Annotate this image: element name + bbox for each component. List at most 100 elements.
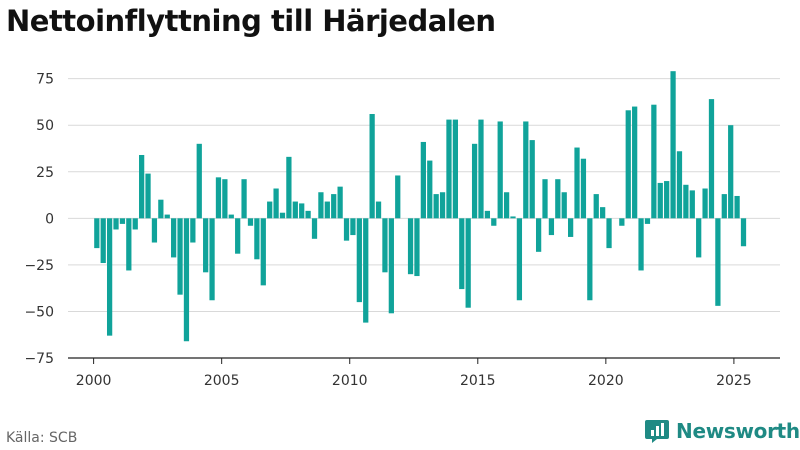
- bar: [100, 218, 106, 264]
- brand-logo: Newsworthy: [644, 418, 800, 444]
- bar: [478, 119, 484, 219]
- y-tick-label: −25: [24, 258, 54, 274]
- bar: [555, 179, 561, 219]
- chart-title: Nettoinflyttning till Härjedalen: [6, 4, 496, 38]
- bar: [561, 192, 567, 219]
- bar: [286, 156, 292, 219]
- bar: [734, 195, 740, 219]
- bar: [465, 218, 471, 308]
- bar: [484, 210, 491, 219]
- bar: [651, 104, 657, 219]
- bar: [689, 190, 695, 219]
- x-axis: [68, 357, 780, 364]
- x-tick-label: 2015: [460, 373, 496, 389]
- x-tick-label: 2020: [588, 373, 624, 389]
- bar: [279, 212, 286, 219]
- bar: [183, 218, 190, 342]
- bar: [676, 151, 683, 219]
- bar: [305, 210, 311, 219]
- bar: [529, 140, 535, 219]
- y-axis-tick-labels: −75 −50 −25 0 25 50 75: [24, 72, 54, 367]
- bar: [113, 218, 119, 230]
- bar: [683, 184, 689, 219]
- bar: [132, 218, 138, 230]
- bar: [497, 121, 503, 219]
- bar: [94, 218, 100, 249]
- bar: [151, 218, 158, 243]
- bar: [606, 218, 612, 249]
- bar: [260, 218, 266, 286]
- brand-name: Newsworthy: [676, 419, 800, 443]
- bar: [196, 143, 202, 219]
- bar: [119, 218, 126, 224]
- bar: [459, 218, 465, 290]
- bar: [145, 173, 151, 219]
- bar: [568, 218, 574, 237]
- bar: [388, 218, 394, 314]
- bar: [331, 194, 337, 219]
- bar: [471, 143, 478, 219]
- bar: [343, 218, 350, 241]
- bar: [203, 218, 209, 273]
- y-tick-label: −50: [24, 304, 54, 320]
- source-note: Källa: SCB: [6, 430, 78, 446]
- bar: [318, 192, 324, 219]
- bar: [164, 214, 170, 219]
- bar: [670, 71, 676, 219]
- y-tick-label: 0: [45, 211, 54, 227]
- bar: [363, 218, 369, 323]
- bar: [369, 114, 375, 219]
- bar: [420, 141, 426, 219]
- x-axis-tick-labels: 2000 2005 2010 2015 2020 2025: [76, 373, 752, 389]
- bar: [190, 218, 196, 243]
- bar: [452, 119, 458, 219]
- bar: [235, 218, 241, 254]
- bar: [491, 218, 497, 226]
- bar: [375, 201, 382, 219]
- bar: [427, 160, 433, 219]
- bar: [548, 218, 555, 236]
- bar: [593, 194, 599, 219]
- bar: [638, 218, 644, 271]
- bar: [632, 106, 638, 219]
- bar: [311, 218, 318, 239]
- bar: [215, 177, 222, 219]
- bar: [619, 218, 625, 226]
- bar: [350, 218, 356, 236]
- bar: [446, 119, 452, 219]
- bar: [209, 218, 215, 301]
- bar: [228, 214, 234, 219]
- bar: [241, 179, 247, 219]
- bar: [407, 218, 414, 275]
- bar: [414, 218, 420, 277]
- bar: [177, 218, 183, 295]
- bar: [171, 218, 177, 258]
- bar: [664, 181, 670, 219]
- bar: [696, 218, 702, 258]
- bar: [721, 194, 727, 219]
- bar: [126, 218, 132, 271]
- bar: [644, 218, 651, 224]
- bar: [254, 218, 260, 260]
- bar: [510, 216, 516, 219]
- bar: [580, 158, 587, 219]
- bar: [356, 218, 362, 303]
- bar: [324, 201, 330, 219]
- bar: [715, 218, 721, 306]
- y-tick-label: 50: [36, 118, 54, 134]
- x-tick-label: 2000: [76, 373, 112, 389]
- bar: [702, 188, 708, 219]
- y-tick-label: 75: [36, 72, 54, 88]
- bar: [740, 218, 747, 247]
- y-tick-label: 25: [36, 165, 54, 181]
- bar: [503, 192, 510, 219]
- bar: [657, 182, 663, 219]
- bar: [299, 203, 305, 219]
- bar: [158, 199, 164, 219]
- x-tick-label: 2025: [716, 373, 752, 389]
- bar: [516, 218, 523, 301]
- bar: [395, 175, 401, 219]
- bar: [106, 218, 113, 336]
- bar: [439, 192, 446, 219]
